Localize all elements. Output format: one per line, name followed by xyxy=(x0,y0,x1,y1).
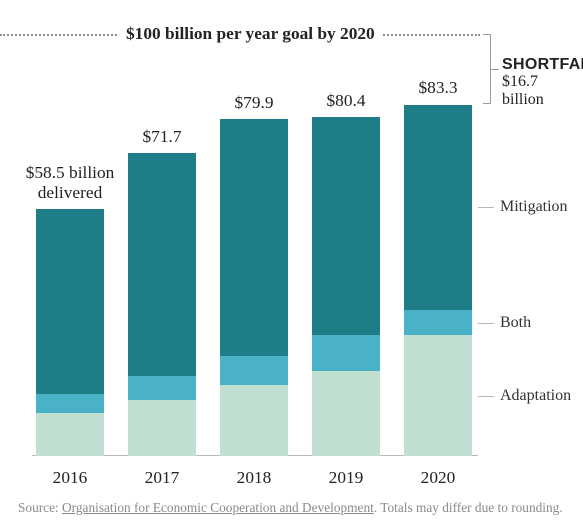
bar-segment-both xyxy=(128,376,196,400)
shortfall-bracket-tick xyxy=(491,69,499,70)
bar-total-label: $58.5 billiondelivered xyxy=(22,163,117,203)
chart-canvas: $100 billion per year goal by 2020 SHORT… xyxy=(0,0,583,526)
bar-total-label: $83.3 xyxy=(390,78,485,98)
source-link[interactable]: Organisation for Economic Cooperation an… xyxy=(62,500,374,515)
bar-segment-adaptation xyxy=(312,371,380,456)
shortfall-value: $16.7 billion xyxy=(502,73,583,109)
bar-segment-adaptation xyxy=(404,335,472,456)
bar-segment-adaptation xyxy=(220,385,288,456)
year-label: 2019 xyxy=(298,468,393,488)
bar-segment-mitigation xyxy=(220,119,288,356)
year-label: 2017 xyxy=(114,468,209,488)
bar-column: $83.32020 xyxy=(404,34,472,456)
bar-segment-mitigation xyxy=(36,209,104,394)
bar-column: $79.92018 xyxy=(220,34,288,456)
series-label-adaptation: Adaptation xyxy=(500,387,571,405)
bar-segment-both xyxy=(220,356,288,385)
bar-total-label: $80.4 xyxy=(298,91,393,111)
bar-column: $71.72017 xyxy=(128,34,196,456)
series-label-mitigation: Mitigation xyxy=(500,198,568,216)
bar-segment-mitigation xyxy=(312,117,380,335)
bar-segment-both xyxy=(312,335,380,371)
year-label: 2016 xyxy=(22,468,117,488)
series-tick-adaptation xyxy=(478,396,494,397)
shortfall-title: SHORTFALL xyxy=(502,56,583,74)
source-prefix: Source: xyxy=(18,500,62,515)
bar-segment-both xyxy=(36,394,104,413)
year-label: 2018 xyxy=(206,468,301,488)
bar-total-sublabel: delivered xyxy=(22,183,117,203)
bar-total-label: $71.7 xyxy=(114,127,209,147)
source-line: Source: Organisation for Economic Cooper… xyxy=(18,500,563,516)
bar-segment-adaptation xyxy=(36,413,104,456)
bar-segment-mitigation xyxy=(404,105,472,311)
series-tick-both xyxy=(478,323,494,324)
year-label: 2020 xyxy=(390,468,485,488)
bar-segment-mitigation xyxy=(128,153,196,376)
bar-total-label: $79.9 xyxy=(206,93,301,113)
series-tick-mitigation xyxy=(478,207,494,208)
series-label-both: Both xyxy=(500,314,531,332)
bar-column: $58.5 billiondelivered2016 xyxy=(36,34,104,456)
bar-segment-both xyxy=(404,310,472,335)
bar-column: $80.42019 xyxy=(312,34,380,456)
source-suffix: . Totals may differ due to rounding. xyxy=(374,500,563,515)
plot-area: $58.5 billiondelivered2016 $71.72017 $79.9… xyxy=(32,34,478,456)
bar-segment-adaptation xyxy=(128,400,196,456)
